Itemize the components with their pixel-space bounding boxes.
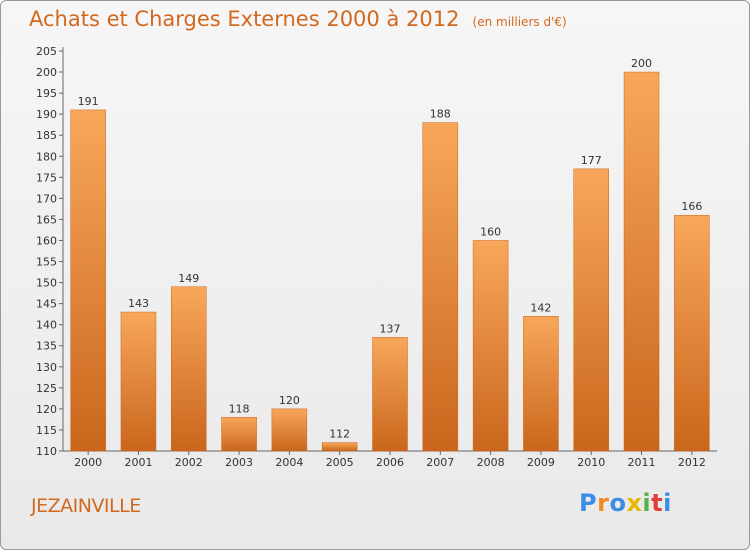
chart-data-labels: 191 143 149 118 120 112 137 188 160 142 177 200 166 <box>78 57 703 441</box>
logo-letter: x <box>626 489 643 517</box>
bar-2006 <box>372 337 408 452</box>
y-tick-label: 125 <box>36 382 57 395</box>
chart-title: Achats et Charges Externes 2000 à 2012 (… <box>29 7 567 31</box>
chart-bars <box>70 71 710 452</box>
y-tick-label: 190 <box>36 108 57 121</box>
x-tick-label: 2000 <box>74 456 102 469</box>
data-label: 143 <box>128 297 149 310</box>
data-label: 149 <box>178 272 199 285</box>
x-tick-label: 2010 <box>577 456 605 469</box>
y-tick-label: 120 <box>36 403 57 416</box>
data-label: 120 <box>279 394 300 407</box>
bar-2002 <box>171 286 207 452</box>
y-tick-label: 145 <box>36 298 57 311</box>
bar-2009 <box>523 316 559 452</box>
x-tick-label: 2001 <box>124 456 152 469</box>
x-tick-label: 2007 <box>426 456 454 469</box>
proxiti-logo: Proxiti <box>579 489 672 517</box>
x-tick-label: 2003 <box>225 456 253 469</box>
x-tick-label: 2009 <box>527 456 555 469</box>
y-tick-label: 160 <box>36 234 57 247</box>
y-tick-label: 170 <box>36 192 57 205</box>
data-label: 160 <box>480 225 501 238</box>
bar-2012 <box>674 214 710 452</box>
y-tick-label: 155 <box>36 256 57 269</box>
y-tick-label: 135 <box>36 340 57 353</box>
x-tick-label: 2011 <box>628 456 656 469</box>
data-label: 191 <box>78 95 99 108</box>
y-tick-label: 140 <box>36 319 57 332</box>
logo-letter: i <box>642 489 652 517</box>
data-label: 112 <box>329 428 350 441</box>
bar-2004 <box>271 408 308 452</box>
y-tick-label: 115 <box>36 424 57 437</box>
x-tick-label: 2008 <box>477 456 505 469</box>
data-label: 166 <box>681 200 702 213</box>
x-tick-label: 2006 <box>376 456 404 469</box>
y-tick-label: 195 <box>36 87 57 100</box>
bar-2000 <box>70 109 106 452</box>
y-tick-label: 180 <box>36 150 57 163</box>
bar-2008 <box>472 240 509 452</box>
logo-letter: o <box>609 489 627 517</box>
logo-letter: t <box>651 489 664 517</box>
data-label: 142 <box>530 301 551 314</box>
chart-axes: 110 115 120 125 130 135 140 145 150 155 160 165 170 1… <box>36 45 717 469</box>
data-label: 177 <box>581 154 602 167</box>
city-name: JEZAINVILLE <box>31 495 141 517</box>
bar-2011 <box>623 71 660 452</box>
bar-2007 <box>422 122 459 452</box>
bar-2003 <box>221 417 257 452</box>
y-tick-label: 175 <box>36 171 57 184</box>
x-tick-label: 2005 <box>326 456 354 469</box>
y-tick-label: 205 <box>36 45 57 58</box>
bar-2001 <box>120 311 157 452</box>
data-label: 118 <box>229 402 250 415</box>
x-tick-label: 2002 <box>175 456 203 469</box>
data-label: 137 <box>380 322 401 335</box>
chart-title-unit: (en milliers d'€) <box>472 15 567 29</box>
x-tick-label: 2004 <box>275 456 303 469</box>
y-tick-label: 150 <box>36 277 57 290</box>
logo-letter: P <box>579 489 598 517</box>
chart-title-main: Achats et Charges Externes 2000 à 2012 <box>29 7 460 31</box>
data-label: 188 <box>430 108 451 121</box>
y-tick-label: 110 <box>36 445 57 458</box>
y-tick-label: 185 <box>36 129 57 142</box>
y-tick-label: 165 <box>36 213 57 226</box>
y-tick-label: 130 <box>36 361 57 374</box>
y-tick-label: 200 <box>36 66 57 79</box>
data-label: 200 <box>631 57 652 70</box>
logo-letter: i <box>663 489 672 517</box>
x-tick-label: 2012 <box>678 456 706 469</box>
logo-letter: r <box>597 489 610 517</box>
bar-2005 <box>321 442 358 452</box>
bar-2010 <box>573 168 609 452</box>
